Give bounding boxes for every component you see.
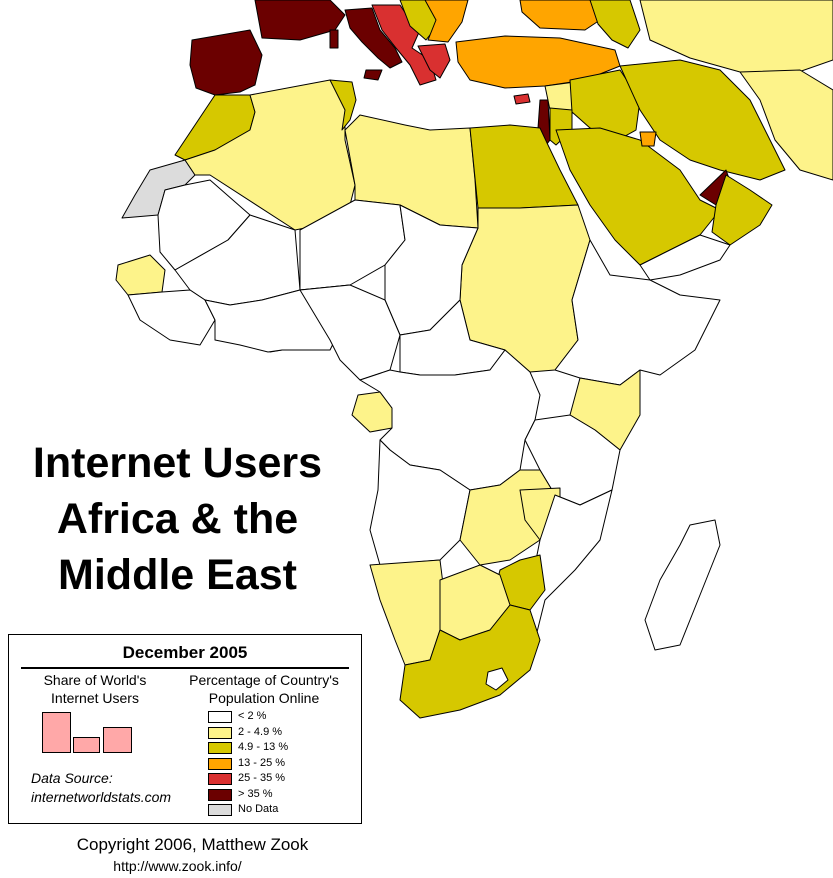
legend-swatch (208, 742, 232, 754)
share-heading: Share of World's Internet Users (15, 671, 175, 707)
share-heading-line-2: Internet Users (51, 690, 139, 706)
legend-label: No Data (238, 803, 279, 815)
legend-label: > 35 % (238, 787, 273, 800)
legend-label: 25 - 35 % (238, 772, 286, 784)
legend-swatch (208, 804, 232, 816)
region-congo-basin (359, 349, 541, 491)
legend-swatch (208, 757, 232, 770)
share-bar-large (42, 712, 71, 753)
region-oman (711, 174, 773, 246)
region-yemen (639, 234, 731, 281)
legend-date: December 2005 (122, 643, 248, 662)
share-bar-medium (103, 727, 132, 753)
legend-swatch (208, 711, 232, 723)
legend-label: 13 - 25 % (238, 756, 286, 769)
copyright: Copyright 2006, Matthew Zook (76, 835, 309, 854)
region-cyprus (513, 93, 531, 105)
legend-divider (21, 667, 349, 669)
legend-swatch (208, 773, 232, 785)
region-kuwait (639, 131, 657, 147)
data-source-site: internetworldstats.com (31, 789, 172, 805)
region-iraq (569, 69, 641, 141)
legend-swatch (208, 726, 232, 739)
legend-label: 2 - 4.9 % (238, 725, 283, 738)
region-madagascar (644, 519, 721, 651)
region-iberia (189, 29, 263, 96)
region-sardinia (329, 29, 339, 49)
region-balkans-orange (424, 0, 469, 43)
data-source-label: Data Source: (31, 770, 113, 786)
title-line-1: Internet Users (32, 439, 323, 487)
title-line-2: Africa & the (56, 495, 299, 543)
share-heading-line-1: Share of World's (43, 672, 147, 688)
legend-label: < 2 % (238, 710, 267, 722)
region-caucasus (589, 0, 641, 49)
region-sicily (363, 69, 383, 81)
author-url[interactable]: http://www.zook.info/ (113, 858, 242, 874)
region-tunisia (329, 79, 357, 131)
legend: December 2005 Share of World's Internet … (8, 634, 362, 824)
region-south-africa (399, 604, 541, 719)
region-west-coast (127, 289, 216, 346)
region-afghanistan (739, 69, 833, 181)
legend-swatch (208, 788, 232, 801)
region-lesotho (485, 667, 509, 691)
title-line-3: Middle East (58, 551, 297, 599)
region-senegal (115, 254, 166, 296)
pct-heading-line-2: Population Online (208, 690, 320, 706)
region-greece (417, 43, 451, 79)
legend-label: 4.9 - 13 % (238, 741, 289, 753)
region-ukraine-area (519, 0, 601, 31)
pct-heading-line-1: Percentage of Country's (189, 672, 339, 688)
region-libya (344, 114, 479, 229)
region-italy (344, 7, 403, 69)
region-iran (619, 59, 786, 181)
pct-heading: Percentage of Country's Population Onlin… (159, 671, 369, 707)
share-bar-small (73, 737, 100, 753)
